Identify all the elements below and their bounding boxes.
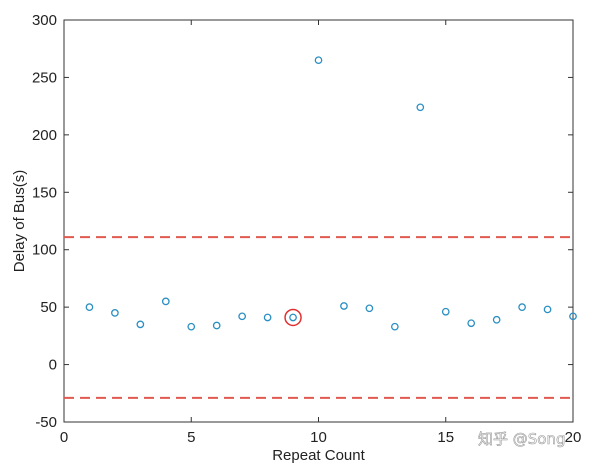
x-tick-label: 0 [60,429,68,446]
data-point [85,303,94,311]
data-point [263,313,272,322]
y-tick-label: 250 [32,69,57,86]
highlight-ring [284,308,302,327]
data-point [441,307,450,316]
reference-lines [64,236,573,399]
y-tick-label: 300 [32,12,57,29]
plot-area [63,19,574,423]
x-axis-label: Repeat Count [272,447,365,464]
data-point [212,321,221,330]
data-point [340,302,348,310]
data-point [492,315,501,324]
y-tick-label: 50 [40,299,57,316]
data-point [390,322,399,331]
data-point [289,313,297,322]
y-tick-label: 200 [32,127,57,144]
data-point [416,103,425,112]
watermark-text: 知乎 @Song [478,430,566,448]
x-tick-label: 10 [310,429,327,446]
data-point [314,56,323,65]
x-tick-label: 15 [437,429,454,446]
data-point [467,319,476,328]
data-point [111,309,119,317]
x-tick-label: 20 [565,429,582,446]
data-point [569,312,577,321]
data-points [85,56,577,331]
data-point [161,297,170,306]
data-point [543,305,552,314]
data-point [238,312,246,321]
data-point [136,320,145,329]
y-tick-label: 150 [32,184,57,201]
data-point [365,304,374,313]
y-axis-label: Delay of Bus(s) [11,170,28,273]
y-tick-label: 100 [32,242,57,259]
y-tick-label: -50 [35,414,57,431]
data-point [187,322,196,331]
y-tick-label: 0 [49,357,57,374]
data-point [518,303,526,311]
x-tick-label: 5 [187,429,195,446]
